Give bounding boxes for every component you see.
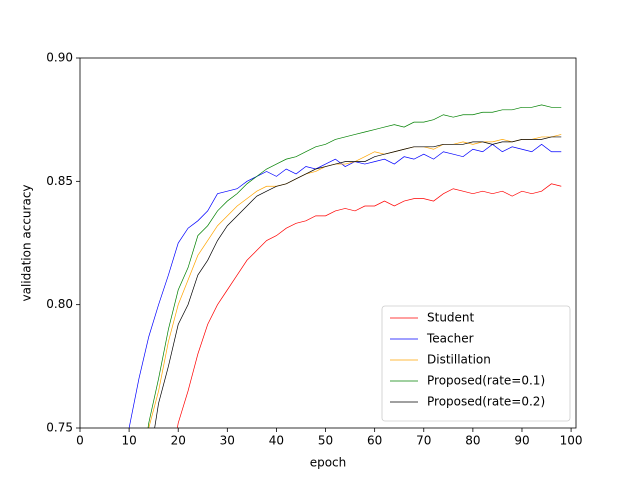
y-tick-label: 0.90 (46, 51, 73, 65)
x-tick-label: 60 (367, 434, 382, 448)
x-tick-label: 30 (220, 434, 235, 448)
series-line (154, 136, 562, 428)
series-line (128, 143, 562, 428)
y-tick-label: 0.80 (46, 297, 73, 311)
legend-label: Distillation (427, 353, 491, 367)
x-tick-label: 70 (416, 434, 431, 448)
y-axis-label: validation accuracy (20, 184, 34, 301)
plot-frame (79, 57, 577, 429)
x-tick-label: 100 (560, 434, 583, 448)
x-tick-label: 40 (269, 434, 284, 448)
legend-label: Proposed(rate=0.2) (427, 395, 545, 409)
x-axis-label: epoch (310, 456, 347, 470)
y-tick-label: 0.85 (46, 174, 73, 188)
x-tick-label: 0 (76, 434, 84, 448)
series-line (148, 134, 562, 428)
legend-box (381, 305, 571, 422)
legend-label: Student (427, 311, 475, 325)
legend-label: Teacher (426, 332, 474, 346)
x-tick-label: 50 (318, 434, 333, 448)
x-tick-label: 80 (465, 434, 480, 448)
x-tick-label: 10 (121, 434, 136, 448)
y-tick-label: 0.75 (46, 421, 73, 435)
legend-label: Proposed(rate=0.1) (427, 374, 545, 388)
x-tick-label: 90 (514, 434, 529, 448)
series-line (147, 104, 562, 428)
x-tick-label: 20 (171, 434, 186, 448)
series-line (176, 183, 562, 428)
